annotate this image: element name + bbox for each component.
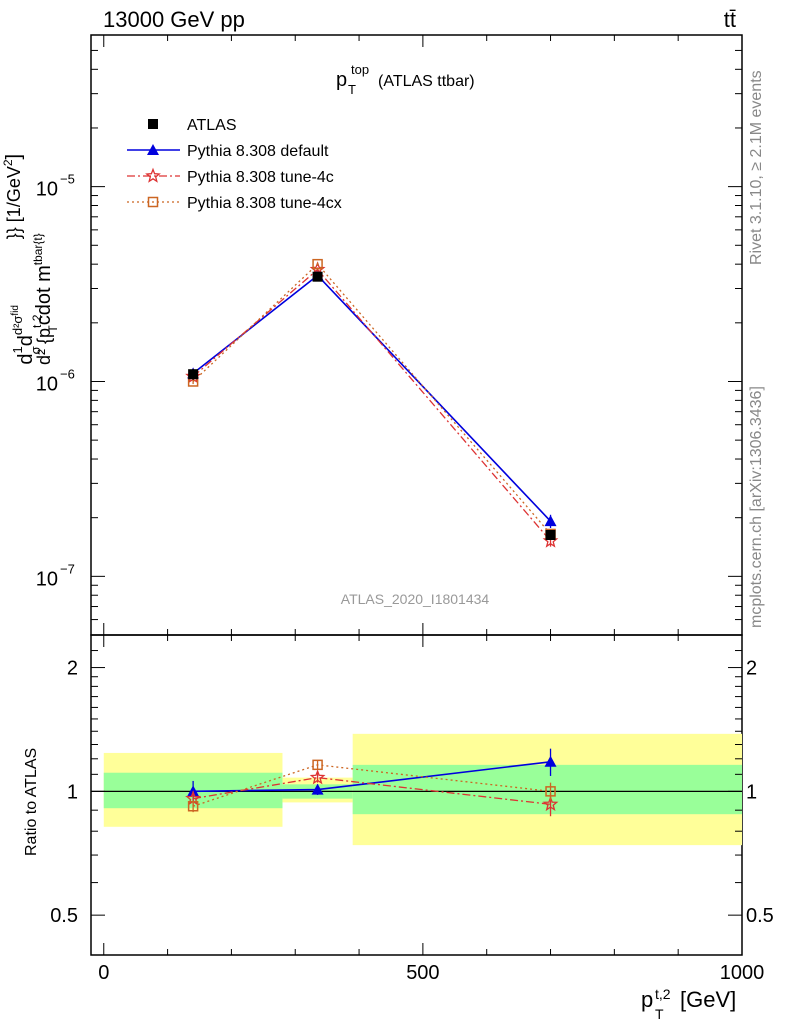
y-tick-label: 10	[36, 373, 58, 395]
data-point	[544, 515, 557, 527]
legend-label: Pythia 8.308 tune-4cx	[187, 195, 342, 212]
axis-ticks	[91, 35, 743, 956]
y-label-part: d	[15, 335, 37, 346]
energy-label: 13000 GeV pp	[103, 7, 245, 32]
y-tick-exponent: −6	[60, 366, 75, 381]
ratio-point	[187, 800, 199, 812]
y-label-part: d	[15, 354, 37, 365]
legend-marker	[147, 144, 159, 155]
legend-marker	[145, 167, 161, 183]
y-label-part: σ	[28, 346, 43, 354]
legend-label: Pythia 8.308 default	[187, 143, 329, 160]
x-label-sup: t,2	[655, 986, 671, 1002]
legend-label: ATLAS	[187, 117, 237, 134]
side-label-mcplots: mcplots.cern.ch [arXiv:1306.3436]	[748, 386, 765, 628]
plot-title: p top T (ATLAS ttbar)	[336, 62, 475, 97]
x-tick-label: 500	[406, 962, 439, 984]
y-axis-main-label: d1 σdd²σfidd² {pt,2Tcdot mtbar{t}}} [1/Ge…	[1, 154, 60, 365]
ratio-y-tick-label-right: 0.5	[746, 905, 774, 927]
y-tick-exponent: −7	[60, 561, 75, 576]
y-label-part: fid	[10, 305, 21, 316]
legend-label: Pythia 8.308 tune-4c	[187, 169, 334, 186]
ratio-y-tick-label: 2	[67, 658, 78, 680]
ratio-y-tick-label: 1	[67, 781, 78, 803]
ratio-y-tick-label: 0.5	[50, 905, 78, 927]
x-tick-label: 0	[98, 962, 109, 984]
ratio-y-tick-label-right: 2	[746, 658, 757, 680]
data-point	[312, 271, 323, 282]
x-axis-label: p t,2 T [GeV]	[641, 986, 736, 1022]
series-line-1	[192, 274, 552, 522]
legend-marker	[148, 119, 158, 129]
series-line-2	[192, 268, 552, 542]
legend-marker	[147, 196, 159, 208]
y-label-part: cdot m	[33, 265, 55, 325]
plot-title-rest: (ATLAS ttbar)	[378, 73, 475, 90]
y-tick-exponent: −5	[60, 172, 75, 187]
y-label-part: }} [1/GeV	[4, 166, 24, 239]
y-axis-ratio-label: Ratio to ATLAS	[23, 748, 40, 856]
y-tick-label: 10	[36, 568, 58, 590]
y-tick-label: 10	[36, 179, 58, 201]
main-series	[185, 258, 559, 548]
analysis-id: ATLAS_2020_I1801434	[341, 591, 490, 607]
ratio-point	[312, 759, 323, 771]
plot-title-p: p	[336, 69, 347, 91]
y-label-part: T	[46, 325, 60, 333]
process-label: tt̄	[724, 7, 736, 32]
y-label-part: 2	[1, 159, 15, 166]
ratio-series	[185, 748, 559, 817]
ratio-point	[542, 795, 559, 812]
series-line-3	[192, 263, 552, 535]
ratio-point	[544, 755, 557, 767]
side-label-rivet: Rivet 3.1.10, ≥ 2.1M events	[748, 70, 765, 265]
data-point	[312, 258, 323, 270]
plot-title-sub: T	[348, 82, 356, 97]
x-tick-label: 1000	[720, 962, 765, 984]
y-label-part: ]	[3, 154, 25, 160]
ratio-point	[309, 769, 326, 785]
ratio-point	[311, 783, 324, 795]
ratio-point	[545, 786, 556, 797]
y-label-part: t,2	[30, 314, 44, 328]
y-label-part: 1	[10, 346, 25, 353]
y-label-part: d² {p	[34, 328, 54, 365]
plot-title-sup: top	[351, 62, 369, 77]
y-label-part: tbar{t}	[31, 233, 45, 265]
x-label-sub: T	[655, 1006, 664, 1022]
x-label-p: p	[641, 987, 653, 1012]
legend: ATLAS Pythia 8.308 default Pythia 8.308 tu…	[127, 117, 342, 212]
x-label-unit: [GeV]	[680, 987, 736, 1012]
data-point	[545, 529, 556, 540]
ratio-y-tick-label-right: 1	[746, 781, 757, 803]
y-label-part: d²σ	[10, 316, 25, 336]
data-point	[188, 369, 199, 380]
